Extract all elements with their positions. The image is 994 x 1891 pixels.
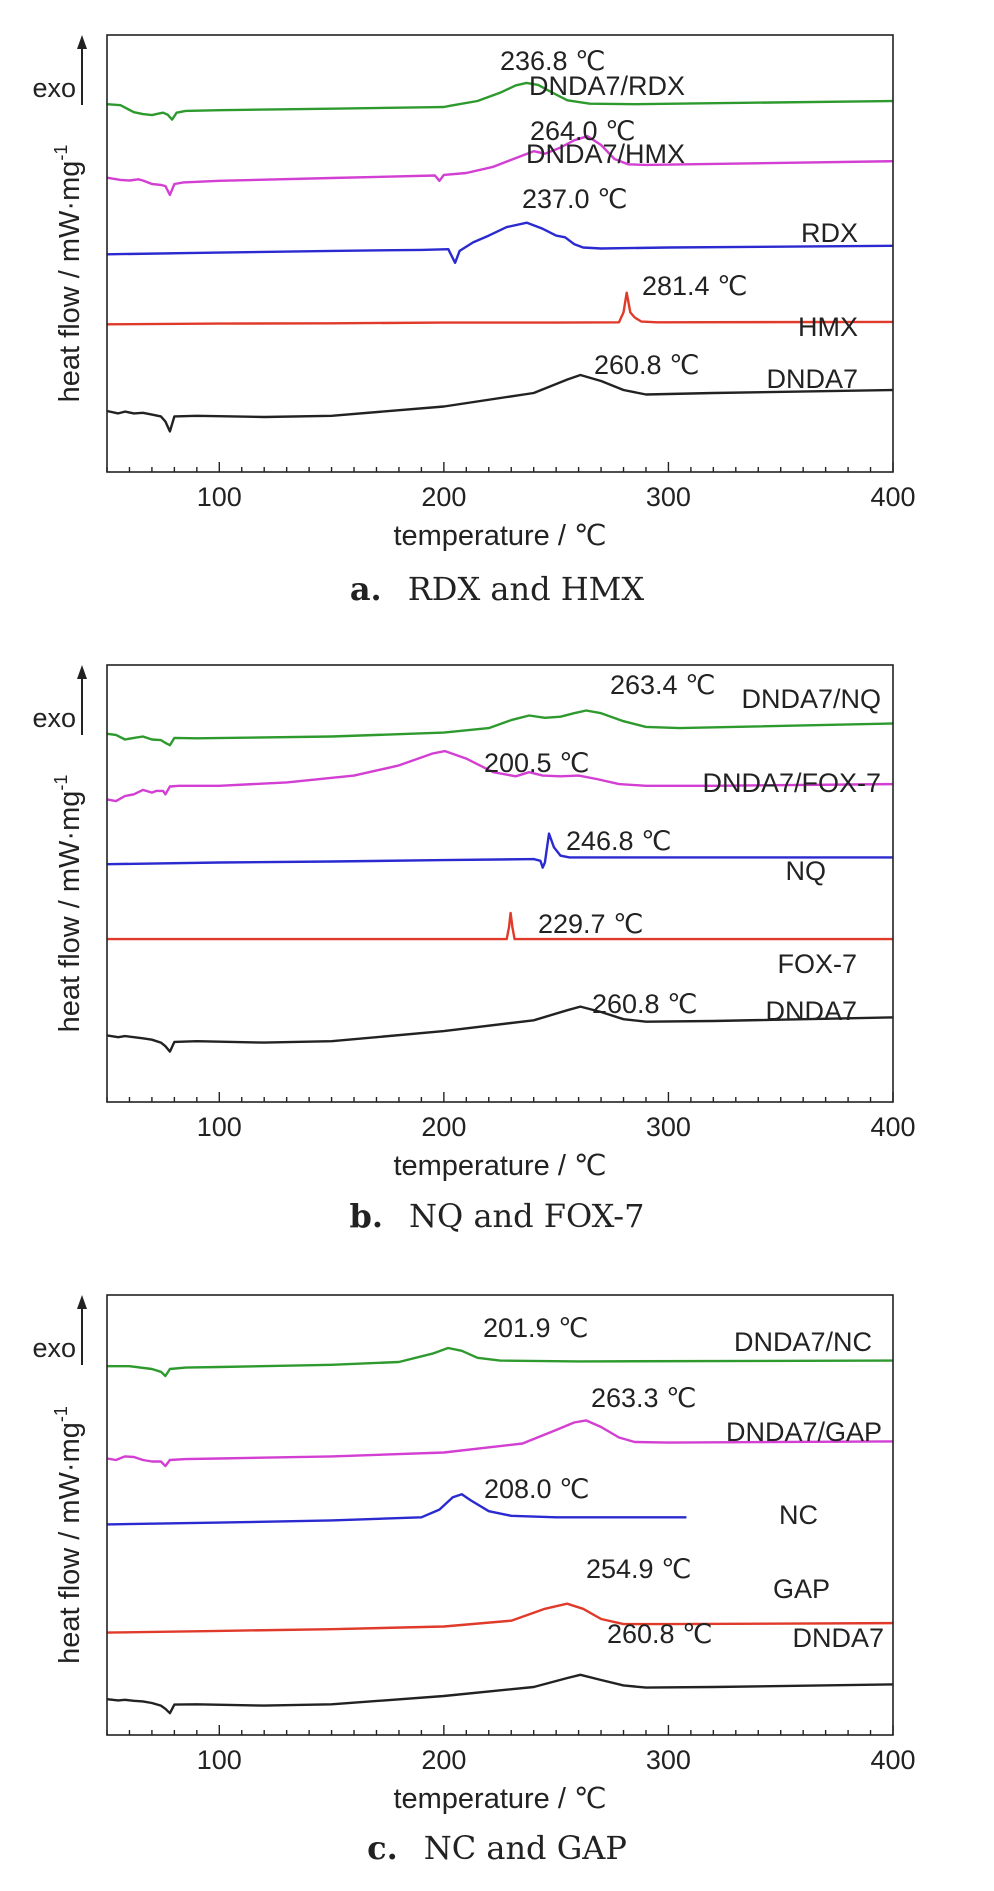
peak-temperature-label: 260.8 ℃ [607, 1619, 712, 1649]
series-line-gap [106, 1602, 894, 1634]
series-label: DNDA7 [766, 364, 858, 394]
exo-label: exo [32, 1333, 76, 1363]
series-label: DNDA7/NC [734, 1327, 872, 1357]
series-line-dnda7-rdx [106, 81, 894, 121]
exo-label: exo [32, 703, 76, 733]
series-line-rdx [106, 221, 894, 264]
peak-temperature-label: 246.8 ℃ [566, 826, 671, 856]
panel-caption-text: RDX and HMX [408, 570, 645, 608]
series-label: DNDA7/NQ [741, 684, 881, 714]
peak-temperature-label: 254.9 ℃ [586, 1554, 691, 1584]
peak-temperature-label: 200.5 ℃ [484, 748, 589, 778]
peak-temperature-label: 263.3 ℃ [591, 1383, 696, 1413]
x-tick-label: 400 [870, 1112, 915, 1142]
x-tick-label: 300 [646, 1112, 691, 1142]
x-tick-label: 300 [646, 1745, 691, 1775]
peak-temperature-label: 260.8 ℃ [592, 989, 697, 1019]
series-line-dnda7 [106, 1005, 894, 1053]
x-tick-label: 200 [421, 482, 466, 512]
series-line-dnda7-gap [106, 1419, 894, 1468]
exo-arrow-head [77, 1295, 87, 1309]
x-tick-label: 300 [646, 482, 691, 512]
peak-temperature-label: 281.4 ℃ [642, 271, 747, 301]
panel-caption-letter: b. [350, 1197, 384, 1235]
x-tick-label: 200 [421, 1112, 466, 1142]
series-label: GAP [773, 1574, 830, 1604]
series-line-dnda7-hmx [106, 135, 894, 197]
y-axis-label: heat flow / mW·mg-1 [51, 1406, 86, 1664]
exo-arrow-head [77, 665, 87, 679]
x-axis-label: temperature / ℃ [393, 1783, 606, 1815]
x-tick-label: 200 [421, 1745, 466, 1775]
series-label: NQ [786, 856, 827, 886]
series-label: DNDA7/FOX-7 [702, 768, 881, 798]
series-label: DNDA7 [765, 996, 857, 1026]
peak-temperature-label: 229.7 ℃ [538, 909, 643, 939]
y-axis-label-superscript: -1 [51, 775, 71, 791]
series-label: DNDA7/RDX [529, 71, 685, 101]
panel-caption-letter: a. [350, 570, 382, 608]
y-axis-label-superscript: -1 [51, 145, 71, 161]
series-label: DNDA7/HMX [526, 139, 685, 169]
panel-caption-text: NQ and FOX-7 [409, 1197, 644, 1235]
peak-temperature-label: 237.0 ℃ [522, 184, 627, 214]
peak-temperature-label: 201.9 ℃ [483, 1313, 588, 1343]
peak-temperature-label: 264.0 ℃ [530, 116, 635, 146]
plot-frame [106, 34, 894, 473]
series-line-dnda7-nq [106, 709, 894, 747]
peak-temperature-label: 263.4 ℃ [610, 670, 715, 700]
panel-caption-letter: c. [367, 1829, 398, 1867]
series-label: NC [779, 1500, 818, 1530]
panel-caption-text: NC and GAP [424, 1829, 627, 1867]
panel-caption: a. RDX and HMX [350, 570, 645, 608]
x-tick-label: 100 [197, 1745, 242, 1775]
plot-frame [106, 1294, 894, 1736]
x-tick-label: 100 [197, 482, 242, 512]
x-tick-label: 100 [197, 1112, 242, 1142]
y-axis-label: heat flow / mW·mg-1 [51, 145, 86, 403]
exo-arrow-head [77, 35, 87, 49]
x-axis-label: temperature / ℃ [393, 520, 606, 552]
x-axis-label: temperature / ℃ [393, 1150, 606, 1182]
series-line-dnda7 [106, 373, 894, 433]
peak-temperature-label: 208.0 ℃ [484, 1474, 589, 1504]
y-axis-label-superscript: -1 [51, 1406, 71, 1422]
series-label: HMX [798, 312, 858, 342]
series-line-dnda7-nc [107, 1346, 894, 1378]
series-label: FOX-7 [777, 949, 857, 979]
panel-caption: c. NC and GAP [367, 1829, 627, 1867]
series-line-nq [106, 832, 893, 869]
chart-panel-c: DNDA7/NC 201.9 ℃ DNDA7/GAP 263.3 ℃ NC 208.0 ℃… [32, 1294, 916, 1867]
series-label: RDX [801, 218, 858, 248]
series-line-nc [106, 1493, 687, 1526]
series-line-fox-7 [107, 911, 893, 941]
series-label: DNDA7/GAP [726, 1417, 882, 1447]
panel-caption: b. NQ and FOX-7 [350, 1197, 645, 1235]
series-line-dnda7 [106, 1673, 894, 1715]
peak-temperature-label: 260.8 ℃ [594, 350, 699, 380]
x-tick-label: 400 [870, 482, 915, 512]
chart-panel-b: DNDA7/NQ 263.4 ℃ DNDA7/FOX-7 200.5 ℃ NQ 246.8… [32, 664, 916, 1235]
series-label: DNDA7 [792, 1623, 884, 1653]
exo-label: exo [32, 73, 76, 103]
x-tick-label: 400 [870, 1745, 915, 1775]
peak-temperature-label: 236.8 ℃ [500, 46, 605, 76]
series-line-hmx [106, 291, 894, 326]
plot-frame [106, 664, 894, 1103]
series-line-dnda7-fox-7 [106, 749, 894, 803]
y-axis-label: heat flow / mW·mg-1 [51, 775, 86, 1033]
